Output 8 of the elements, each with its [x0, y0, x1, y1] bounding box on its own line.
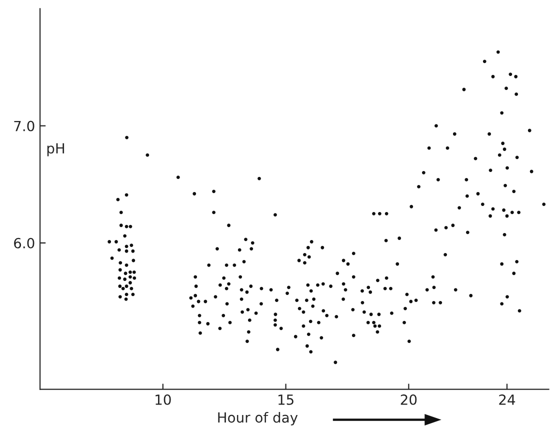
- x-axis-title: Hour of day: [218, 412, 298, 426]
- x-tick-label: 15: [278, 394, 294, 405]
- x-tick-label: 24: [499, 394, 516, 405]
- x-tick-label: 20: [400, 394, 417, 405]
- y-tick-label: 7.0: [14, 120, 34, 132]
- y-tick-label: 6.0: [14, 238, 34, 248]
- x-tick-label: 10: [156, 394, 171, 405]
- y-axis-title: pH: [47, 143, 64, 156]
